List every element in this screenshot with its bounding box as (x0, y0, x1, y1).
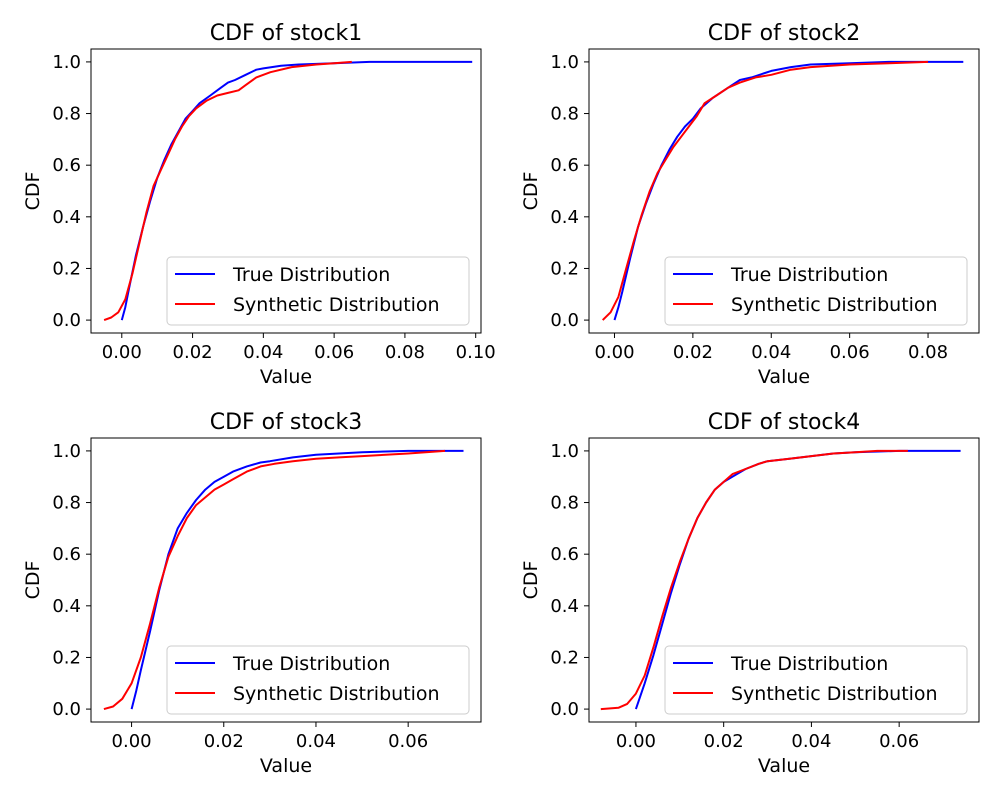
x-axis-label: Value (260, 755, 312, 777)
legend-label: Synthetic Distribution (731, 294, 938, 316)
legend: True Distribution Synthetic Distribution (166, 645, 470, 715)
x-tick-label: 0.04 (243, 342, 283, 363)
y-tick-label: 0.8 (52, 493, 81, 514)
series-line-synthetic (103, 449, 446, 711)
x-tick-label: 0.08 (908, 342, 948, 363)
series-line-synthetic (601, 60, 929, 321)
chart-panel-2: CDF of stock2 0.00 0.02 0.04 0.06 0.08 0.0 0.2 0… (520, 21, 980, 388)
x-tick-label: 0.02 (204, 731, 244, 752)
legend-box (166, 645, 470, 715)
y-tick-label: 0.6 (550, 544, 579, 565)
y-tick-label: 1.0 (52, 441, 81, 462)
y-axis-label: CDF (520, 172, 542, 211)
legend-label: True Distribution (730, 264, 888, 286)
axes-frame (588, 48, 980, 334)
legend: True Distribution Synthetic Distribution (664, 256, 968, 326)
chart-panel-4: CDF of stock4 0.00 0.02 0.04 0.06 0.0 0.2 0.4 0.… (520, 410, 980, 777)
y-tick-label: 0.4 (550, 207, 579, 228)
legend: True Distribution Synthetic Distribution (166, 256, 470, 326)
x-tick-label: 0.00 (112, 731, 152, 752)
legend: True Distribution Synthetic Distribution (664, 645, 968, 715)
x-tick-label: 0.04 (791, 731, 831, 752)
y-tick-label: 0.0 (52, 699, 81, 720)
x-tick-label: 0.06 (388, 731, 428, 752)
y-tick-label: 0.0 (550, 699, 579, 720)
series-line-synthetic (600, 449, 908, 711)
legend-label: Synthetic Distribution (731, 683, 938, 705)
y-tick-label: 0.8 (52, 104, 81, 125)
y-tick-label: 0.4 (550, 596, 579, 617)
y-tick-label: 0.0 (550, 310, 579, 331)
chart-title: CDF of stock2 (708, 21, 861, 46)
x-tick-label: 0.06 (830, 342, 870, 363)
x-tick-label: 0.06 (314, 342, 354, 363)
chart-panel-1: CDF of stock1 0.00 0.02 0.04 0.06 0.08 0.10 0.0… (22, 21, 496, 388)
x-tick-label: 0.10 (456, 342, 496, 363)
y-tick-label: 0.4 (52, 596, 81, 617)
legend-box (664, 645, 968, 715)
y-tick-label: 1.0 (550, 441, 579, 462)
y-tick-label: 0.0 (52, 310, 81, 331)
x-tick-label: 0.00 (594, 342, 634, 363)
x-tick-label: 0.04 (296, 731, 336, 752)
y-axis-label: CDF (22, 561, 44, 600)
series-line-true (130, 449, 464, 710)
legend-label: True Distribution (232, 264, 390, 286)
chart-title: CDF of stock4 (708, 410, 861, 435)
series-line-synthetic (103, 60, 352, 322)
y-tick-label: 0.2 (52, 258, 81, 279)
x-axis-label: Value (260, 366, 312, 388)
y-tick-label: 0.6 (52, 155, 81, 176)
axes-frame (588, 437, 980, 723)
x-tick-label: 0.06 (879, 731, 919, 752)
chart-title: CDF of stock3 (210, 410, 363, 435)
x-tick-label: 0.02 (173, 342, 213, 363)
y-tick-label: 0.2 (52, 647, 81, 668)
legend-label: True Distribution (232, 653, 390, 675)
x-axis-label: Value (758, 755, 810, 777)
x-tick-label: 0.02 (673, 342, 713, 363)
y-tick-label: 0.6 (550, 155, 579, 176)
legend-box (166, 256, 470, 326)
y-tick-label: 0.4 (52, 207, 81, 228)
y-axis-label: CDF (22, 172, 44, 211)
y-tick-label: 0.8 (550, 104, 579, 125)
legend-label: Synthetic Distribution (233, 683, 440, 705)
axes-frame (90, 48, 482, 334)
x-tick-label: 0.04 (751, 342, 791, 363)
y-tick-label: 0.8 (550, 493, 579, 514)
y-tick-label: 0.2 (550, 647, 579, 668)
x-tick-label: 0.00 (616, 731, 656, 752)
x-tick-label: 0.00 (102, 342, 142, 363)
legend-label: True Distribution (730, 653, 888, 675)
y-tick-label: 0.6 (52, 544, 81, 565)
y-axis-label: CDF (520, 561, 542, 600)
y-tick-label: 0.2 (550, 258, 579, 279)
x-axis-label: Value (758, 366, 810, 388)
chart-title: CDF of stock1 (210, 21, 363, 46)
legend-box (664, 256, 968, 326)
legend-label: Synthetic Distribution (233, 294, 440, 316)
y-tick-label: 1.0 (52, 52, 81, 73)
chart-panel-3: CDF of stock3 0.00 0.02 0.04 0.06 0.0 0.2 0.4 0.… (22, 410, 482, 777)
x-tick-label: 0.02 (704, 731, 744, 752)
axes-frame (90, 437, 482, 723)
x-tick-label: 0.08 (385, 342, 425, 363)
y-tick-label: 1.0 (550, 52, 579, 73)
